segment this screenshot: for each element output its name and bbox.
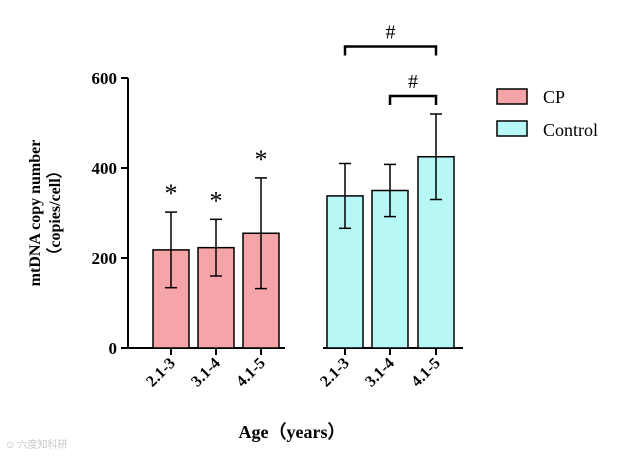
y-axis-title: mtDNA copy number （copies/cell） xyxy=(27,140,64,287)
legend-label-cp: CP xyxy=(543,87,565,107)
legend: CP Control xyxy=(496,87,598,140)
x-axis-title: Age（years） xyxy=(239,422,346,442)
y-ticks: 0 200 400 600 xyxy=(92,69,128,358)
y-tick-label-1: 200 xyxy=(92,249,118,268)
bars xyxy=(152,156,455,349)
legend-label-control: Control xyxy=(543,120,598,140)
watermark: ⊙ 六度知科研 xyxy=(6,440,68,451)
legend-swatch-cp xyxy=(496,88,528,105)
bracket-label-1: # xyxy=(408,71,418,93)
x-tick-label-cp-0: 2.1-3 xyxy=(143,355,179,391)
legend-swatch-control xyxy=(496,120,528,137)
error-bars xyxy=(165,113,442,290)
significance-annotations: * * * xyxy=(165,145,268,215)
asterisk-cp-2: * xyxy=(255,145,268,174)
bracket-label-0: # xyxy=(386,22,396,44)
y-axis-title-line1: mtDNA copy number xyxy=(27,140,44,287)
x-tick-label-control-2: 4.1-5 xyxy=(408,355,444,391)
y-tick-label-0: 0 xyxy=(109,339,118,358)
x-tick-label-cp-1: 3.1-4 xyxy=(188,355,224,391)
x-tick-label-cp-2: 4.1-5 xyxy=(233,355,269,391)
x-tick-label-control-0: 2.1-3 xyxy=(317,355,353,391)
bracket-0 xyxy=(343,45,438,56)
x-ticks: 2.1-3 3.1-4 4.1-5 2.1-3 3.1-4 4.1-5 xyxy=(143,348,444,390)
brackets: ## xyxy=(343,22,438,105)
y-axis-title-line2: （copies/cell） xyxy=(46,162,64,263)
y-tick-label-3: 600 xyxy=(92,69,118,88)
x-tick-label-control-1: 3.1-4 xyxy=(362,355,398,391)
bracket-1 xyxy=(388,94,438,105)
asterisk-cp-0: * xyxy=(165,179,178,208)
y-tick-label-2: 400 xyxy=(92,159,118,178)
asterisk-cp-1: * xyxy=(210,186,223,215)
